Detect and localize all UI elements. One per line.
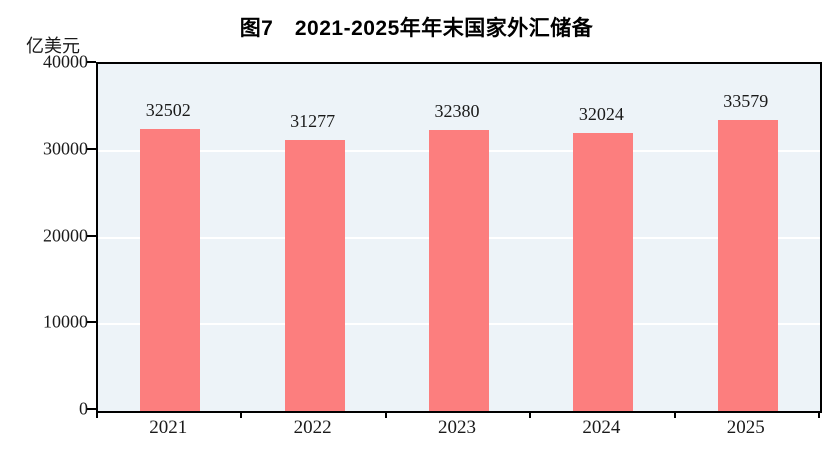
bar-2022 — [284, 139, 345, 411]
y-tick-mark-40000 — [87, 61, 96, 63]
y-tick-mark-20000 — [87, 234, 96, 237]
bar-2023 — [429, 130, 489, 411]
chart-title: 图7 2021-2025年年末国家外汇储备 — [239, 17, 594, 40]
x-tick-mark-1 — [240, 411, 243, 418]
x-tick-label-2021: 2021 — [149, 417, 188, 438]
bar-value-label-2024: 32024 — [578, 104, 624, 125]
bar-2024 — [573, 133, 634, 411]
plot-area — [96, 62, 822, 413]
x-tick-mark-3 — [529, 411, 532, 418]
x-tick-label-2025: 2025 — [726, 417, 765, 438]
bar-value-label-2022: 31277 — [290, 110, 336, 131]
y-tick-mark-10000 — [87, 321, 96, 324]
x-tick-mark-2 — [384, 411, 387, 418]
bar-value-label-2025: 33579 — [723, 90, 769, 111]
x-tick-label-2024: 2024 — [582, 417, 621, 438]
bar-2025 — [717, 119, 778, 411]
y-tick-label-0: 0 — [79, 398, 88, 419]
x-tick-label-2022: 2022 — [293, 417, 332, 438]
bar-2021 — [140, 129, 201, 411]
y-tick-mark-0 — [87, 408, 96, 410]
bar-value-label-2021: 32502 — [145, 100, 191, 121]
x-tick-mark-5 — [818, 411, 820, 418]
y-axis-unit-label: 亿美元 — [26, 36, 80, 56]
y-tick-label-40000: 40000 — [43, 51, 88, 72]
y-tick-label-30000: 30000 — [43, 138, 88, 159]
bar-value-label-2023: 32380 — [434, 101, 480, 122]
y-tick-label-10000: 10000 — [43, 311, 88, 332]
x-tick-label-2023: 2023 — [438, 417, 476, 438]
x-tick-mark-4 — [673, 411, 676, 418]
y-tick-label-20000: 20000 — [43, 225, 88, 245]
y-tick-mark-30000 — [87, 147, 96, 150]
x-tick-mark-0 — [96, 411, 98, 418]
